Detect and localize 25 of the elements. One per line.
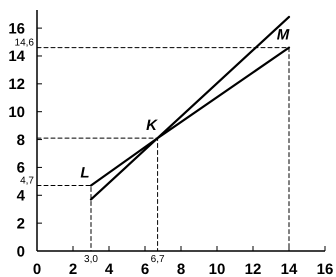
y-tick-label: 4 [16, 188, 26, 205]
y-tick-label: 2 [16, 215, 25, 232]
y-tick-label: 6 [16, 160, 25, 177]
x-tick-label: 6 [140, 261, 150, 277]
x-tick-label: 4 [104, 261, 114, 277]
annotation: 3,0 [84, 254, 98, 265]
annotation: L [80, 164, 90, 182]
annotation: M [276, 26, 290, 44]
y-tick-label: 10 [8, 104, 25, 121]
x-tick-label: 14 [280, 261, 298, 277]
y-tick-label: 0 [16, 243, 25, 260]
annotation: K [146, 117, 158, 134]
y-tick-label: 16 [8, 20, 25, 38]
x-tick-label: 16 [316, 261, 334, 277]
y-tick-label: 14 [8, 48, 26, 66]
x-tick-label: 0 [32, 261, 42, 277]
annotation: 6,7 [150, 254, 165, 265]
annotation: 14,6 [14, 38, 34, 49]
y-tick-label: 8 [16, 132, 25, 149]
x-tick-label: 10 [208, 261, 226, 277]
x-tick-label: 12 [244, 261, 262, 277]
annotation: 4,7 [20, 176, 34, 187]
x-tick-label: 8 [176, 261, 186, 277]
y-tick-label: 12 [8, 76, 25, 94]
x-tick-label: 2 [68, 261, 78, 277]
